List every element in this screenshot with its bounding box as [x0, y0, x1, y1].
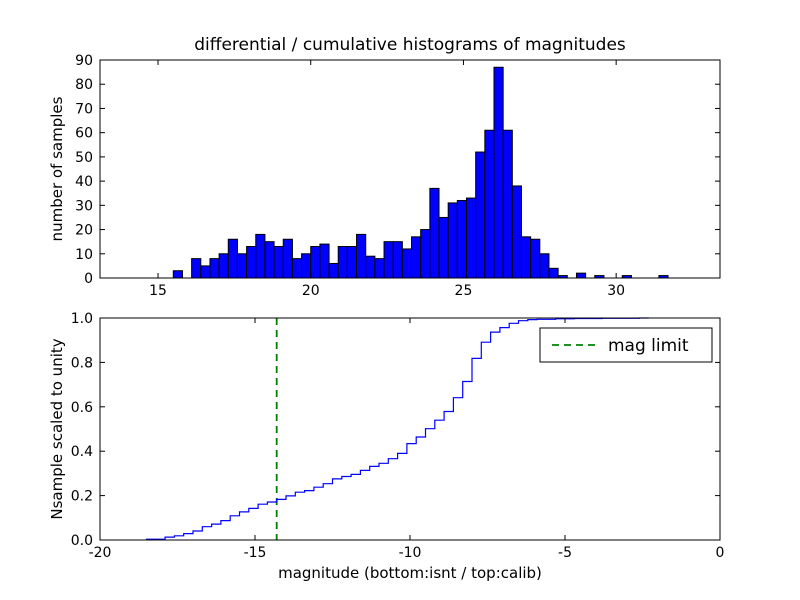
histogram-bar: [346, 246, 358, 279]
histogram-bar: [392, 241, 403, 279]
y-tick-label: 70: [75, 101, 93, 117]
histogram-bar: [456, 199, 468, 279]
histogram-bar: [374, 258, 385, 279]
axes-spines: [99, 59, 721, 279]
axes-background: [100, 60, 720, 278]
histogram-bar: [411, 236, 422, 279]
histogram-bar: [310, 246, 321, 279]
histogram-bar: [337, 246, 348, 279]
y-tick-label: 0.6: [71, 400, 93, 416]
histogram-bar: [502, 129, 513, 279]
histogram-bar: [466, 197, 477, 279]
histogram-bar: [218, 253, 229, 279]
histogram-bar: [484, 129, 495, 279]
y-tick-label: 0.8: [71, 355, 93, 371]
histogram-bar: [328, 262, 339, 279]
y-tick-label: 40: [75, 174, 93, 190]
x-tick-label: -5: [558, 545, 572, 561]
histogram-bar: [282, 238, 293, 279]
histogram-bar: [493, 66, 504, 279]
x-tick-label: 15: [149, 283, 167, 299]
histogram-bar: [511, 185, 522, 279]
y-tick-label: 0.0: [71, 533, 93, 549]
x-tick-label: -20: [89, 545, 112, 561]
histogram-bar: [447, 202, 458, 279]
histogram-bar: [255, 233, 266, 279]
histogram-bar: [236, 253, 248, 279]
x-tick-label: 0: [716, 545, 725, 561]
histogram-bar: [401, 248, 413, 279]
histogram-bar: [246, 246, 257, 279]
histogram-bar: [227, 238, 238, 279]
histogram-bar: [200, 265, 211, 279]
x-axis-label: magnitude (bottom:isnt / top:calib): [278, 564, 542, 582]
histogram-bar: [172, 270, 183, 279]
histogram-bar: [365, 255, 376, 279]
y-tick-label: 20: [75, 223, 93, 239]
histogram-bar: [264, 241, 275, 279]
histogram-bar: [429, 187, 440, 279]
x-tick-label: -15: [244, 545, 267, 561]
histogram-bar: [301, 253, 312, 279]
x-tick-label: 30: [607, 283, 625, 299]
y-tick-label: 10: [75, 247, 93, 263]
histogram-bar: [539, 253, 550, 279]
x-tick-label: -10: [399, 545, 422, 561]
x-tick-label: 25: [455, 283, 473, 299]
cumulative-step-line: [145, 317, 649, 540]
legend: mag limit: [539, 327, 713, 363]
y-tick-label: 80: [75, 77, 93, 93]
y-tick-label: 60: [75, 126, 93, 142]
histogram-bar: [191, 258, 202, 279]
histogram-bar: [548, 267, 559, 279]
histogram-bar: [319, 243, 330, 279]
axes-top-differential-histogram: 15 20 25 30 0 10 20 30 40 50 60 70 80 90: [75, 53, 721, 299]
histogram-bar: [575, 272, 587, 279]
y-tick-label: 90: [75, 53, 93, 69]
histogram-bar: [438, 216, 449, 279]
histogram-bar: [291, 258, 303, 279]
chart-title: differential / cumulative histograms of …: [194, 35, 626, 55]
x-tick-label: 20: [302, 283, 320, 299]
bottom-y-axis-label: Nsample scaled to unity: [48, 338, 66, 519]
y-tick-label: 0: [84, 271, 93, 287]
y-tick-label: 0.4: [71, 444, 93, 460]
y-tick-label: 50: [75, 150, 93, 166]
y-tick-label: 30: [75, 198, 93, 214]
top-y-axis-label: number of samples: [48, 96, 66, 241]
histogram-bar: [420, 229, 431, 279]
histogram-bar: [530, 238, 541, 279]
y-tick-label: 1.0: [71, 311, 93, 327]
histogram-bar: [520, 236, 532, 279]
histogram-bar: [383, 241, 394, 279]
histogram-bar: [209, 258, 220, 279]
histogram-bar: [475, 151, 486, 279]
legend-entry-mag-limit: mag limit: [608, 336, 689, 356]
histogram-bar: [356, 233, 367, 279]
histogram-bar: [273, 246, 284, 279]
y-tick-label: 0.2: [71, 489, 93, 505]
